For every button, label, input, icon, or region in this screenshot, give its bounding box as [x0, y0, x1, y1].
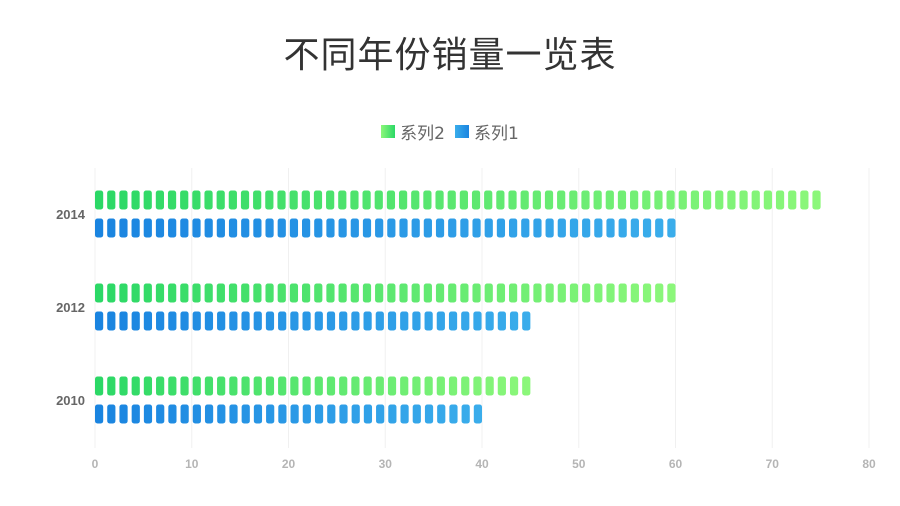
x-tick-label-20: 20: [282, 457, 296, 471]
legend-item-series-1[interactable]: 系列1: [455, 119, 519, 144]
x-tick-label-30: 30: [379, 457, 393, 471]
bar-系列2-2010[interactable]: [95, 376, 531, 396]
x-tick-label-50: 50: [572, 457, 586, 471]
y-category-label-2012: 2012: [56, 300, 85, 315]
legend-swatch-series-2: [381, 124, 396, 138]
bar-系列2-2014[interactable]: [95, 190, 821, 210]
x-tick-label-10: 10: [185, 457, 199, 471]
bar-系列1-2014[interactable]: [95, 218, 676, 238]
bar-系列1-2010[interactable]: [95, 404, 482, 424]
legend-label-series-2: 系列2: [400, 123, 445, 144]
legend-label-series-1: 系列1: [474, 123, 519, 144]
legend-swatch-series-1: [455, 124, 469, 138]
chart-legend: 系列2 系列1: [0, 118, 900, 144]
y-category-label-2014: 2014: [56, 207, 86, 222]
x-tick-label-70: 70: [766, 457, 780, 471]
x-tick-label-40: 40: [475, 457, 489, 471]
bar-系列1-2012[interactable]: [95, 311, 531, 331]
x-tick-label-0: 0: [92, 457, 99, 471]
chart-title: 不同年份销量一览表: [283, 35, 617, 76]
y-category-label-2010: 2010: [56, 393, 85, 408]
bar-系列2-2012[interactable]: [95, 283, 676, 303]
legend-item-series-2[interactable]: 系列2: [381, 119, 445, 144]
x-tick-label-60: 60: [669, 457, 683, 471]
x-tick-label-80: 80: [862, 457, 876, 471]
